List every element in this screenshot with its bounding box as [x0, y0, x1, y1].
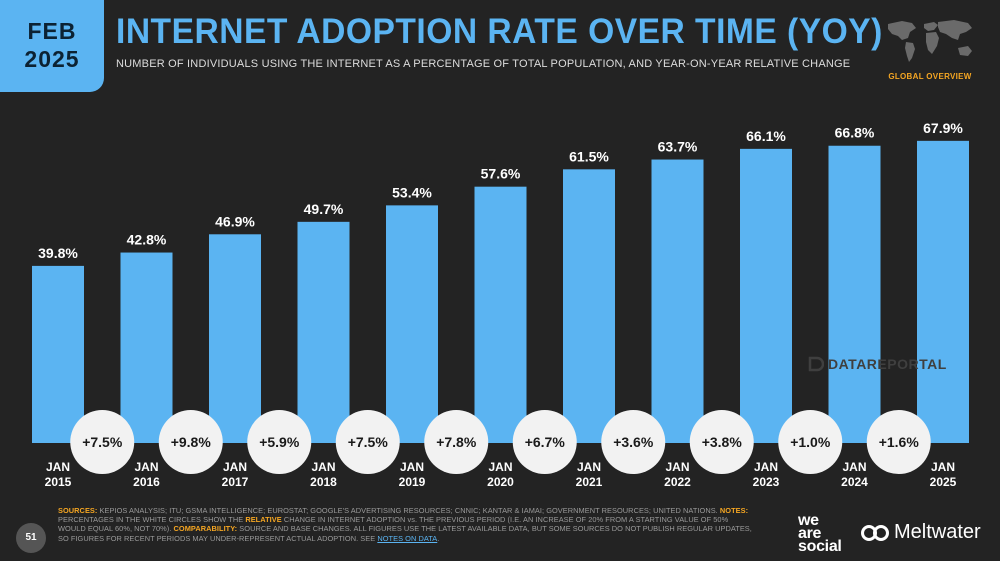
world-map-icon — [888, 20, 972, 62]
bar-value-label: 53.4% — [392, 184, 432, 200]
x-tick-label-month: JAN — [754, 460, 778, 474]
bar-value-label: 57.6% — [481, 166, 521, 182]
x-tick-label-year: 2019 — [399, 475, 426, 489]
meltwater-logo: Meltwater — [860, 521, 981, 544]
notes-text-1: PERCENTAGES IN THE WHITE CIRCLES SHOW TH… — [58, 515, 246, 525]
bar-value-label: 46.9% — [215, 213, 255, 229]
change-circle — [866, 410, 931, 474]
bar — [297, 221, 350, 443]
meltwater-icon — [861, 524, 889, 541]
bar-value-label: 66.8% — [835, 125, 875, 141]
change-circle — [778, 410, 843, 474]
datareportal-watermark: DATAREPORTAL — [808, 356, 947, 372]
x-tick-label-year: 2018 — [310, 475, 337, 489]
x-tick-label-year: 2020 — [487, 475, 514, 489]
datareportal-icon — [808, 356, 824, 372]
page-title: INTERNET ADOPTION RATE OVER TIME (YOY) — [116, 12, 883, 51]
sources-label: SOURCES: — [58, 506, 98, 515]
change-circle — [247, 410, 312, 474]
x-tick-label-year: 2023 — [753, 475, 780, 489]
was-line-3: social — [798, 538, 842, 555]
x-tick-label-month: JAN — [311, 460, 335, 474]
meltwater-text: Meltwater — [894, 521, 981, 543]
bar — [120, 252, 173, 443]
x-tick-label-month: JAN — [223, 460, 247, 474]
bar-value-label: 39.8% — [38, 245, 78, 261]
notes-on-data-link[interactable]: NOTES ON DATA — [377, 533, 438, 543]
x-tick-label-year: 2017 — [222, 475, 249, 489]
bar-value-label: 42.8% — [127, 232, 167, 248]
x-tick-label-month: JAN — [577, 460, 601, 474]
change-circle — [512, 410, 577, 474]
change-label: +1.6% — [879, 434, 920, 450]
notes-label: NOTES: — [719, 506, 749, 515]
comparability-text: SOURCE AND BASE CHANGES. ALL FIGURES USE… — [58, 524, 752, 543]
bar-value-label: 49.7% — [304, 201, 344, 217]
change-circle — [689, 410, 754, 474]
x-tick-label-month: JAN — [400, 460, 424, 474]
badge-year: 2025 — [24, 46, 80, 72]
page-number: 51 — [16, 523, 46, 553]
was-line-2: are — [798, 525, 822, 542]
watermark-text: DATAREPORTAL — [828, 356, 947, 372]
change-circle — [70, 410, 135, 474]
notes-relative-word: RELATIVE — [245, 515, 282, 525]
bar — [917, 140, 969, 443]
change-label: +9.8% — [171, 434, 212, 450]
sources-text: KEPIOS ANALYSIS; ITU; GSMA INTELLIGENCE;… — [97, 506, 720, 515]
change-circle — [158, 410, 223, 474]
we-are-social-logo: we are social — [798, 512, 842, 555]
bar — [828, 145, 881, 444]
page-subtitle: NUMBER OF INDIVIDUALS USING THE INTERNET… — [116, 58, 851, 70]
x-tick-label-month: JAN — [488, 460, 512, 474]
x-tick-label-month: JAN — [665, 460, 689, 474]
badge-month: FEB — [27, 18, 77, 44]
change-circle — [601, 410, 666, 474]
change-label: +1.0% — [790, 434, 831, 450]
x-tick-label-year: 2015 — [45, 475, 72, 489]
change-label: +6.7% — [525, 434, 566, 450]
change-label: +7.5% — [82, 434, 123, 450]
x-tick-label-month: JAN — [46, 460, 70, 474]
bar — [209, 234, 261, 443]
change-label: +3.6% — [613, 434, 654, 450]
x-tick-label-year: 2022 — [664, 475, 691, 489]
comparability-label: COMPARABILITY: — [173, 524, 238, 534]
x-tick-label-year: 2024 — [841, 475, 868, 489]
x-tick-label-month: JAN — [931, 460, 955, 474]
footer-notes: SOURCES: KEPIOS ANALYSIS; ITU; GSMA INTE… — [58, 506, 758, 543]
x-tick-label-month: JAN — [134, 460, 158, 474]
bar — [563, 169, 615, 443]
x-tick-label-month: JAN — [842, 460, 866, 474]
bar — [474, 186, 527, 443]
bar — [32, 265, 84, 443]
x-tick-label-year: 2025 — [930, 475, 957, 489]
change-label: +7.5% — [348, 434, 389, 450]
was-line-1: we — [798, 512, 819, 529]
date-badge: FEB 2025 — [0, 0, 104, 92]
footer-end: . — [437, 533, 440, 543]
notes-text-2: CHANGE IN INTERNET ADOPTION vs. THE PREV… — [58, 515, 729, 534]
x-tick-label-year: 2021 — [576, 475, 603, 489]
bar-value-label: 63.7% — [658, 139, 698, 155]
bar-value-label: 67.9% — [923, 120, 963, 136]
x-tick-label-year: 2016 — [133, 475, 160, 489]
change-label: +7.8% — [436, 434, 477, 450]
bar-value-label: 66.1% — [746, 128, 786, 144]
change-label: +3.8% — [702, 434, 743, 450]
change-circle — [424, 410, 489, 474]
change-label: +5.9% — [259, 434, 300, 450]
bar — [386, 205, 438, 443]
bar — [651, 159, 704, 443]
change-circle — [335, 410, 400, 474]
global-overview-label: GLOBAL OVERVIEW — [888, 72, 972, 81]
bar — [740, 148, 792, 444]
bar-value-label: 61.5% — [569, 148, 609, 164]
